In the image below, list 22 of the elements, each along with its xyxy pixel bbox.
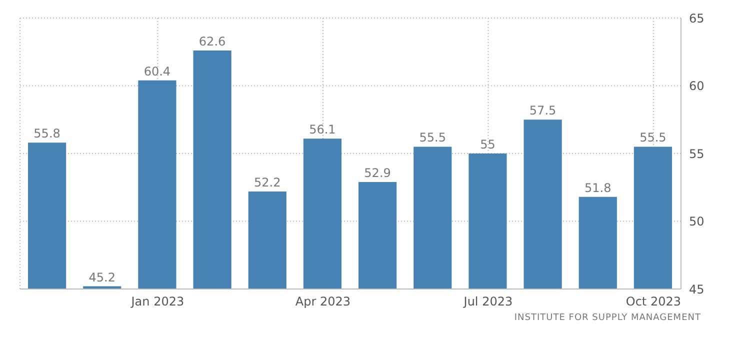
data-label: 62.6 <box>198 34 226 49</box>
x-tick-label: Jan 2023 <box>130 294 184 309</box>
y-tick-label: 60 <box>689 79 704 94</box>
y-tick-label: 45 <box>689 282 704 296</box>
data-label: 57.5 <box>529 104 556 118</box>
data-label: 60.4 <box>144 64 171 78</box>
data-label: 51.8 <box>584 180 612 195</box>
data-label: 52.2 <box>254 175 281 190</box>
data-label: 55.5 <box>419 130 446 145</box>
data-label: 52.9 <box>364 166 391 180</box>
data-label: 56.1 <box>309 122 336 137</box>
x-tick-label: Apr 2023 <box>295 294 351 309</box>
x-tick-label: Oct 2023 <box>626 294 682 309</box>
y-tick-label: 50 <box>689 214 704 229</box>
y-tick-label: 55 <box>689 146 704 161</box>
x-tick-label: Jul 2023 <box>462 294 513 309</box>
data-label: 55.5 <box>640 130 666 145</box>
data-label: 45.2 <box>88 270 116 284</box>
text: INSTITUTE FOR SUPPLY MANAGEMENT <box>513 313 701 323</box>
y-tick-label: 65 <box>689 11 704 26</box>
data-label: 55.8 <box>34 126 60 141</box>
data-label: 55 <box>480 138 496 152</box>
